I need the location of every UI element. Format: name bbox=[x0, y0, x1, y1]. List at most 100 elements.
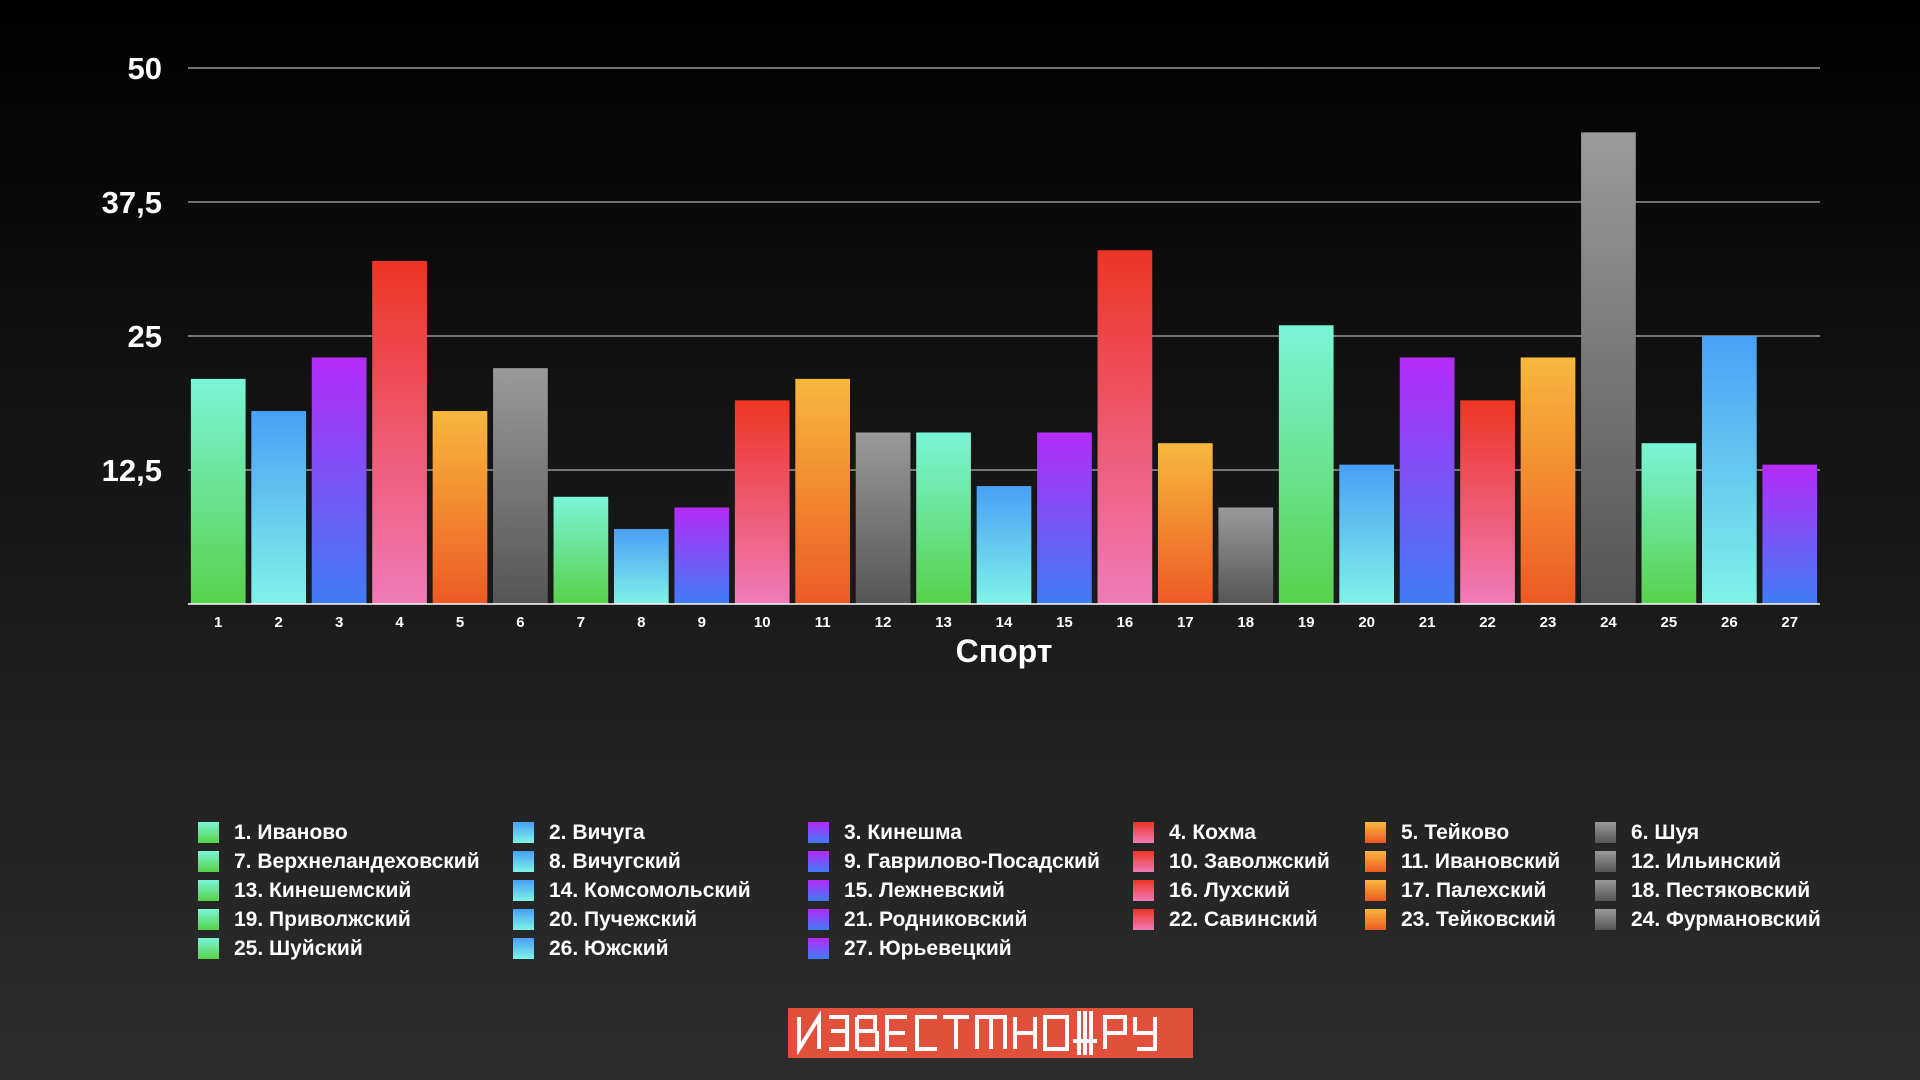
bar-10 bbox=[734, 400, 790, 604]
legend-label: 1. Иваново bbox=[234, 820, 348, 844]
bar-1 bbox=[190, 378, 246, 604]
y-axis-ticks: 12,5 25 37,5 50 bbox=[102, 51, 162, 488]
legend-swatch bbox=[808, 851, 829, 872]
legend-item: 26. Южский bbox=[513, 934, 808, 963]
legend-swatch bbox=[1133, 909, 1154, 930]
bar-22 bbox=[1460, 400, 1515, 604]
y-tick-label: 37,5 bbox=[102, 185, 162, 220]
y-tick-label: 12,5 bbox=[102, 453, 162, 488]
bar-24 bbox=[1581, 132, 1636, 604]
x-tick-label: 26 bbox=[1721, 614, 1738, 631]
legend-item: 17. Палехский bbox=[1365, 876, 1595, 905]
legend-label: 15. Лежневский bbox=[844, 878, 1005, 902]
legend-label: 13. Кинешемский bbox=[234, 878, 412, 902]
legend-item: 4. Кохма bbox=[1133, 818, 1365, 847]
legend-swatch bbox=[808, 822, 829, 843]
legend-item: 5. Тейково bbox=[1365, 818, 1595, 847]
legend-swatch bbox=[1365, 880, 1386, 901]
bar-3 bbox=[311, 357, 367, 604]
bar-7 bbox=[553, 496, 609, 604]
bar-17 bbox=[1157, 443, 1213, 604]
y-tick-label: 25 bbox=[128, 319, 162, 354]
legend-swatch bbox=[513, 880, 534, 901]
x-tick-label: 27 bbox=[1781, 614, 1798, 631]
legend-item: 19. Приволжский bbox=[198, 905, 513, 934]
legend-swatch bbox=[808, 880, 829, 901]
bar-8 bbox=[613, 528, 669, 604]
x-tick-label: 25 bbox=[1661, 614, 1678, 631]
legend-swatch bbox=[1365, 909, 1386, 930]
legend-swatch bbox=[198, 822, 219, 843]
bar-25 bbox=[1641, 443, 1697, 604]
x-tick-label: 7 bbox=[577, 614, 585, 631]
legend-label: 3. Кинешма bbox=[844, 820, 962, 844]
x-tick-label: 4 bbox=[395, 614, 404, 631]
x-tick-label: 22 bbox=[1479, 614, 1496, 631]
x-tick-label: 9 bbox=[698, 614, 706, 631]
legend-label: 7. Верхнеландеховский bbox=[234, 849, 480, 873]
legend-item: 24. Фурмановский bbox=[1595, 905, 1835, 934]
x-tick-label: 10 bbox=[754, 614, 771, 631]
x-tick-label: 11 bbox=[815, 614, 831, 631]
legend-label: 19. Приволжский bbox=[234, 907, 411, 931]
bar-21 bbox=[1399, 357, 1455, 604]
legend-swatch bbox=[513, 909, 534, 930]
legend-swatch bbox=[808, 909, 829, 930]
legend-item: 7. Верхнеландеховский bbox=[198, 847, 513, 876]
legend-swatch bbox=[1595, 880, 1616, 901]
legend-swatch bbox=[1133, 822, 1154, 843]
x-tick-label: 14 bbox=[996, 614, 1013, 631]
x-tick-label: 13 bbox=[935, 614, 952, 631]
legend-label: 27. Юрьевецкий bbox=[844, 936, 1012, 960]
legend-swatch bbox=[513, 851, 534, 872]
x-tick-label: 3 bbox=[335, 614, 343, 631]
legend-swatch bbox=[198, 880, 219, 901]
legend-swatch bbox=[1133, 851, 1154, 872]
logo-wordmark bbox=[797, 1011, 1157, 1055]
legend-label: 2. Вичуга bbox=[549, 820, 645, 844]
legend-label: 9. Гаврилово-Посадский bbox=[844, 849, 1100, 873]
bar-11 bbox=[795, 378, 851, 604]
legend-label: 5. Тейково bbox=[1401, 820, 1510, 844]
legend-label: 22. Савинский bbox=[1169, 907, 1318, 931]
bar-15 bbox=[1037, 432, 1092, 604]
legend-swatch bbox=[513, 822, 534, 843]
legend-label: 21. Родниковский bbox=[844, 907, 1028, 931]
bar-23 bbox=[1520, 357, 1576, 604]
legend-item: 1. Иваново bbox=[198, 818, 513, 847]
legend-item: 6. Шуя bbox=[1595, 818, 1835, 847]
bar-13 bbox=[916, 432, 971, 604]
legend-swatch bbox=[1365, 851, 1386, 872]
bar-19 bbox=[1278, 325, 1334, 604]
legend-item: 13. Кинешемский bbox=[198, 876, 513, 905]
legend-label: 26. Южский bbox=[549, 936, 669, 960]
legend-swatch bbox=[1595, 822, 1616, 843]
x-tick-label: 20 bbox=[1358, 614, 1375, 631]
bar-27 bbox=[1762, 464, 1818, 604]
legend-label: 16. Лухский bbox=[1169, 878, 1290, 902]
legend-item: 18. Пестяковский bbox=[1595, 876, 1835, 905]
legend-item: 10. Заволжский bbox=[1133, 847, 1365, 876]
x-tick-label: 8 bbox=[637, 614, 645, 631]
legend-item: 21. Родниковский bbox=[808, 905, 1133, 934]
legend-item: 11. Ивановский bbox=[1365, 847, 1595, 876]
legend-item: 20. Пучежский bbox=[513, 905, 808, 934]
legend-swatch bbox=[513, 938, 534, 959]
legend-item: 8. Вичугский bbox=[513, 847, 808, 876]
legend-swatch bbox=[1133, 880, 1154, 901]
bar-4 bbox=[372, 260, 427, 604]
x-tick-label: 21 bbox=[1419, 614, 1436, 631]
x-tick-label: 6 bbox=[516, 614, 524, 631]
legend-label: 20. Пучежский bbox=[549, 907, 698, 931]
legend-item: 25. Шуйский bbox=[198, 934, 513, 963]
legend-swatch bbox=[1595, 909, 1616, 930]
legend-item: 9. Гаврилово-Посадский bbox=[808, 847, 1133, 876]
legend-label: 17. Палехский bbox=[1401, 878, 1547, 902]
legend-swatch bbox=[198, 909, 219, 930]
legend-label: 24. Фурмановский bbox=[1631, 907, 1821, 931]
bar-5 bbox=[432, 411, 488, 604]
legend-label: 12. Ильинский bbox=[1631, 849, 1781, 873]
x-axis-label: Спорт bbox=[956, 633, 1053, 669]
legend-item: 23. Тейковский bbox=[1365, 905, 1595, 934]
bars bbox=[190, 132, 1818, 605]
